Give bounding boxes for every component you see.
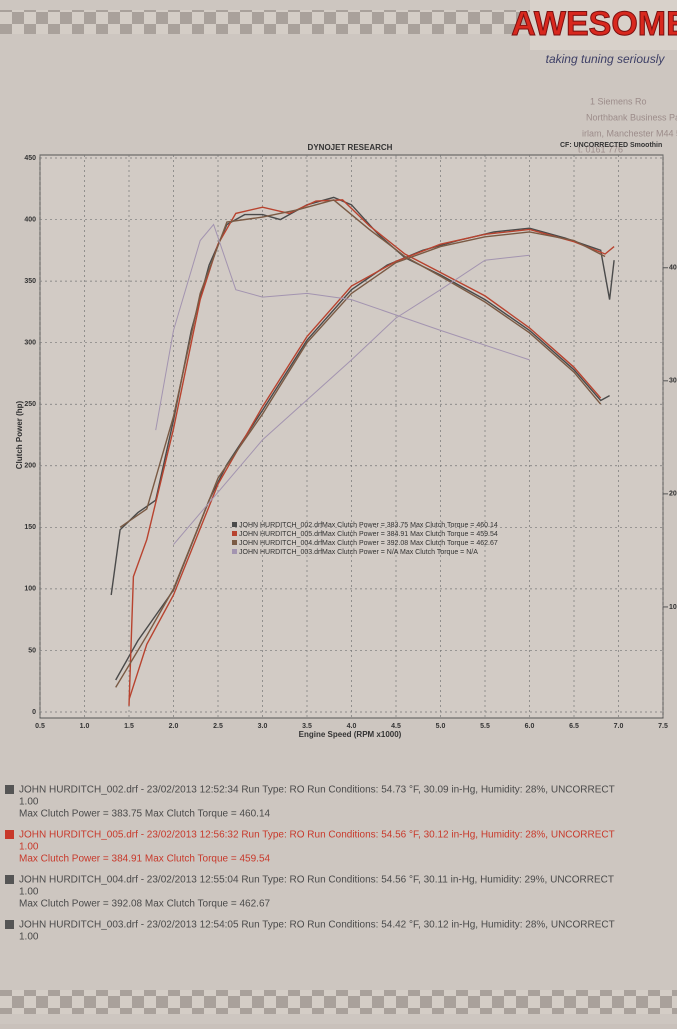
x-tick-label: 2.0 [169, 723, 179, 730]
y-axis-title: Clutch Power (hp) [15, 400, 24, 469]
run-swatch [5, 875, 14, 884]
address-line: Northbank Business Pa [586, 112, 677, 122]
run-curve [119, 199, 602, 528]
logo-box [530, 0, 677, 50]
legend-name: JOHN HURDITCH_002.drf [239, 522, 322, 529]
chart-subtitle: CF: UNCORRECTED Smoothin [560, 142, 662, 149]
x-tick-label: 4.5 [391, 723, 401, 730]
y2-tick-label: 10 [669, 604, 677, 611]
checker-bottom [0, 990, 677, 1014]
run-line: JOHN HURDITCH_003.drf - 23/02/2013 12:54… [19, 920, 615, 931]
legend-values: Max Clutch Power = 383.75 Max Clutch Tor… [322, 522, 498, 529]
address-line: 1 Siemens Ro [590, 96, 647, 106]
run-curve [110, 196, 610, 596]
y-tick-label: 50 [28, 647, 36, 654]
run-curve [115, 231, 606, 688]
y2-tick-label: 30 [669, 378, 677, 385]
run-line: JOHN HURDITCH_005.drf - 23/02/2013 12:56… [19, 830, 615, 841]
run-factor: 1.00 [19, 932, 39, 943]
y2-tick-label: 20 [669, 491, 677, 498]
x-tick-label: 4.0 [347, 723, 357, 730]
x-tick-label: 7.0 [614, 723, 624, 730]
run-swatch [5, 830, 14, 839]
x-tick-label: 7.5 [658, 723, 668, 730]
x-tick-label: 6.0 [525, 723, 535, 730]
legend-swatch [232, 540, 237, 545]
run-line: JOHN HURDITCH_004.drf - 23/02/2013 12:55… [19, 875, 614, 886]
run-line: JOHN HURDITCH_002.drf - 23/02/2013 12:52… [19, 785, 615, 796]
y-tick-label: 250 [24, 401, 36, 408]
x-tick-label: 1.5 [124, 723, 134, 730]
legend-name: JOHN HURDITCH_003.drf [239, 549, 322, 556]
legend: JOHN HURDITCH_002.drf Max Clutch Power = … [232, 522, 498, 556]
run-swatch [5, 785, 14, 794]
run-factor: 1.00 [19, 842, 39, 853]
legend-name: JOHN HURDITCH_004.drf [239, 540, 322, 547]
x-tick-label: 2.5 [213, 723, 223, 730]
grid: 0.5 1.0 1.5 2.0 2.5 3.0 3.5 4.0 4.5 5.0 5.5 6.0 6.5 7… [24, 155, 677, 730]
y-tick-label: 0 [32, 709, 36, 716]
run-max: Max Clutch Power = 384.91 Max Clutch Tor… [19, 854, 271, 865]
y2-tick-label: 40 [669, 265, 677, 272]
legend-values: Max Clutch Power = N/A Max Clutch Torque… [322, 549, 478, 556]
y-tick-label: 350 [24, 278, 36, 285]
chart-title: DYNOJET RESEARCH [308, 143, 393, 152]
y-tick-label: 400 [24, 216, 36, 223]
run-max: Max Clutch Power = 383.75 Max Clutch Tor… [19, 809, 271, 820]
legend-name: JOHN HURDITCH_005.drf [239, 531, 322, 538]
legend-swatch [232, 522, 237, 527]
run-curve [128, 199, 602, 706]
y-tick-label: 300 [24, 340, 36, 347]
x-tick-label: 5.0 [436, 723, 446, 730]
legend-values: Max Clutch Power = 392.08 Max Clutch Tor… [322, 540, 498, 547]
run-curve [173, 254, 530, 545]
y-tick-label: 100 [24, 586, 36, 593]
run-factor: 1.00 [19, 797, 39, 808]
run-swatch [5, 920, 14, 929]
run-max: Max Clutch Power = 392.08 Max Clutch Tor… [19, 899, 271, 910]
run-curve [155, 223, 530, 431]
run-factor: 1.00 [19, 887, 39, 898]
x-tick-label: 0.5 [35, 723, 45, 730]
y-tick-label: 200 [24, 463, 36, 470]
curves [110, 196, 615, 706]
legend-swatch [232, 531, 237, 536]
x-tick-label: 5.5 [480, 723, 490, 730]
x-axis-title: Engine Speed (RPM x1000) [299, 730, 402, 739]
tagline: taking tuning seriously [546, 52, 666, 66]
address-line: t. 0161 776 [578, 144, 623, 154]
legend-swatch [232, 549, 237, 554]
y-tick-label: 150 [24, 524, 36, 531]
x-tick-label: 3.0 [258, 723, 268, 730]
logo: AWESOME [511, 5, 677, 43]
x-tick-label: 6.5 [569, 723, 579, 730]
x-tick-label: 1.0 [80, 723, 90, 730]
address-line: irlam, Manchester M44 5A [582, 128, 677, 138]
y-tick-label: 450 [24, 155, 36, 162]
x-tick-label: 3.5 [302, 723, 312, 730]
run-list: JOHN HURDITCH_002.drf - 23/02/2013 12:52… [5, 785, 615, 943]
legend-values: Max Clutch Power = 384.91 Max Clutch Tor… [322, 531, 498, 538]
